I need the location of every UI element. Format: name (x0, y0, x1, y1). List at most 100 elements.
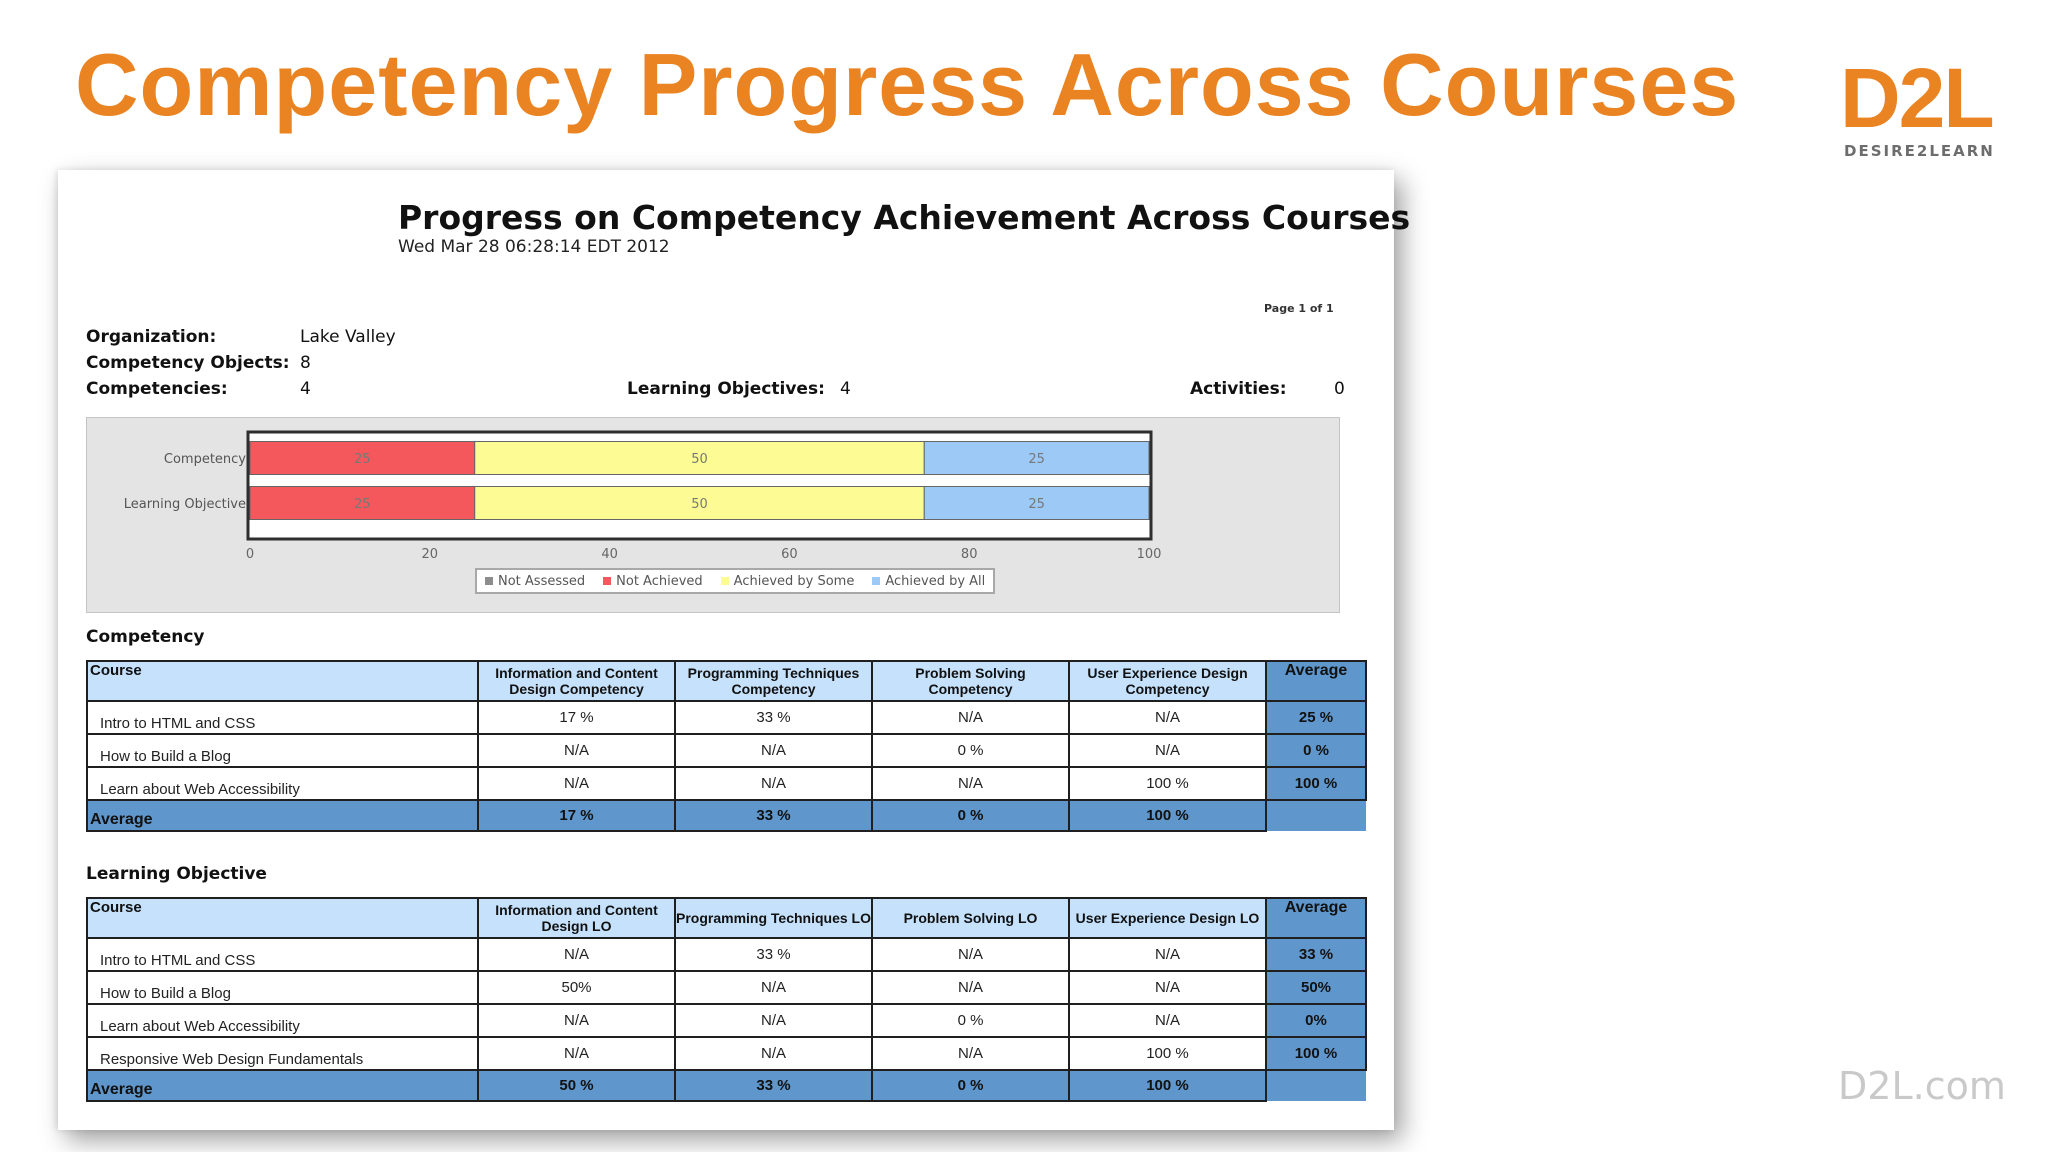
column-average-cell: 50 % (477, 1069, 676, 1102)
column-header: Problem Solving LO (871, 897, 1070, 939)
value-cell: 100 % (1068, 766, 1267, 801)
value-cell: N/A (674, 970, 873, 1005)
learning-objectives-label: Learning Objectives: (627, 379, 825, 399)
legend-swatch (485, 577, 493, 585)
course-name-cell: Intro to HTML and CSS (86, 700, 479, 735)
legend-label: Not Achieved (616, 573, 703, 589)
value-cell: 50% (477, 970, 676, 1005)
competency-objects-label: Competency Objects: (86, 353, 290, 373)
column-header: User Experience Design LO (1068, 897, 1267, 939)
row-average-cell: 100 % (1265, 766, 1367, 801)
blank-cell (1266, 1070, 1366, 1101)
table-row: How to Build a Blog N/A N/A 0 % N/A 0 % (86, 733, 1367, 768)
value-cell: N/A (1068, 700, 1267, 735)
legend-item: Not Assessed (485, 574, 585, 589)
lo-section-label: Learning Objective (86, 864, 267, 884)
legend-item: Achieved by Some (720, 573, 855, 589)
average-row: Average 17 % 33 % 0 % 100 % (86, 799, 1366, 832)
report-date: Wed Mar 28 06:28:14 EDT 2012 (398, 237, 670, 257)
bar-segment (249, 486, 476, 520)
chart-legend: Not Assessed Not Achieved Achieved by Some… (475, 568, 996, 594)
x-tick-label: 80 (961, 547, 978, 562)
activities-value: 0 (1334, 379, 1345, 399)
value-cell: N/A (477, 937, 676, 972)
column-average-cell: 100 % (1068, 1069, 1267, 1102)
course-name-cell: Intro to HTML and CSS (86, 937, 479, 972)
x-tick-label: 60 (781, 547, 798, 562)
value-cell: N/A (1068, 970, 1267, 1005)
competency-table: Course Information and Content Design Com… (86, 660, 1367, 832)
bar-segment (474, 441, 925, 475)
competency-objects-value: 8 (300, 353, 311, 373)
category-label: Learning Objective (124, 497, 246, 512)
competencies-label: Competencies: (86, 379, 228, 399)
x-tick-label: 100 (1137, 547, 1162, 562)
value-cell: 0 % (871, 733, 1070, 768)
value-cell: N/A (477, 766, 676, 801)
course-column-header: Course (86, 897, 479, 939)
bar-segment (249, 441, 476, 475)
row-average-cell: 33 % (1265, 937, 1367, 972)
row-average-cell: 100 % (1265, 1036, 1367, 1071)
logo-mark: D2L (1840, 51, 1995, 145)
course-name-cell: Learn about Web Accessibility (86, 1003, 479, 1038)
value-cell: N/A (871, 1036, 1070, 1071)
legend-label: Not Assessed (498, 573, 586, 589)
table-header-row: Course Information and Content Design LO P… (86, 897, 1367, 939)
data-label: 50 (691, 452, 708, 467)
learning-objectives-value: 4 (840, 379, 851, 399)
course-column-header: Course (86, 660, 479, 702)
table-row: Learn about Web Accessibility N/A N/A N/A 10… (86, 766, 1367, 801)
average-row: Average 50 % 33 % 0 % 100 % (86, 1069, 1366, 1102)
table-header-row: Course Information and Content Design Com… (86, 660, 1367, 702)
value-cell: 33 % (674, 700, 873, 735)
value-cell: N/A (674, 733, 873, 768)
data-label: 50 (691, 497, 708, 512)
column-header: Problem Solving Competency (871, 660, 1070, 702)
legend-swatch (872, 577, 881, 585)
value-cell: N/A (674, 1003, 873, 1038)
organization-value: Lake Valley (300, 327, 396, 347)
legend-item: Achieved by All (872, 574, 985, 589)
data-label: 25 (354, 452, 371, 467)
value-cell: N/A (477, 733, 676, 768)
row-average-cell: 25 % (1265, 700, 1367, 735)
competency-section-label: Competency (86, 627, 205, 647)
table-row: Responsive Web Design Fundamentals N/A N/A… (86, 1036, 1367, 1071)
table-row: How to Build a Blog 50% N/A N/A N/A 50% (86, 970, 1367, 1005)
value-cell: 33 % (674, 937, 873, 972)
bar-segment (923, 486, 1150, 520)
column-average-cell: 33 % (674, 1069, 873, 1102)
column-header: User Experience Design Competency (1068, 660, 1267, 702)
progress-chart: Competency 25 50 25 Learning Objective 25 50 25… (86, 417, 1340, 613)
row-average-cell: 50% (1265, 970, 1367, 1005)
value-cell: N/A (871, 937, 1070, 972)
value-cell: N/A (1068, 937, 1267, 972)
value-cell: N/A (674, 1036, 873, 1071)
value-cell: N/A (871, 766, 1070, 801)
value-cell: N/A (477, 1036, 676, 1071)
x-tick-label: 20 (422, 547, 439, 562)
data-label: 25 (354, 497, 371, 512)
legend-label: Achieved by Some (733, 573, 855, 589)
row-average-cell: 0% (1265, 1003, 1367, 1038)
logo-subtitle: DESIRE2LEARN (1844, 142, 1995, 160)
activities-label: Activities: (1190, 379, 1287, 399)
column-header: Programming Techniques Competency (674, 660, 873, 702)
column-average-cell: 100 % (1068, 799, 1267, 832)
column-header: Information and Content Design LO (477, 897, 676, 939)
table-row: Intro to HTML and CSS 17 % 33 % N/A N/A 25 % (86, 700, 1367, 735)
organization-label: Organization: (86, 327, 217, 347)
legend-label: Achieved by All (885, 573, 986, 589)
legend-item: Not Achieved (603, 574, 703, 589)
column-average-cell: 33 % (674, 799, 873, 832)
value-cell: 0 % (871, 1003, 1070, 1038)
bar-segment (474, 486, 925, 520)
value-cell: 17 % (477, 700, 676, 735)
course-name-cell: Responsive Web Design Fundamentals (86, 1036, 479, 1071)
column-average-cell: 0 % (871, 1069, 1070, 1102)
value-cell: N/A (871, 700, 1070, 735)
data-label: 25 (1028, 452, 1045, 467)
x-tick-label: 0 (246, 547, 254, 562)
d2l-logo: D2L DESIRE2LEARN (1840, 51, 1995, 160)
